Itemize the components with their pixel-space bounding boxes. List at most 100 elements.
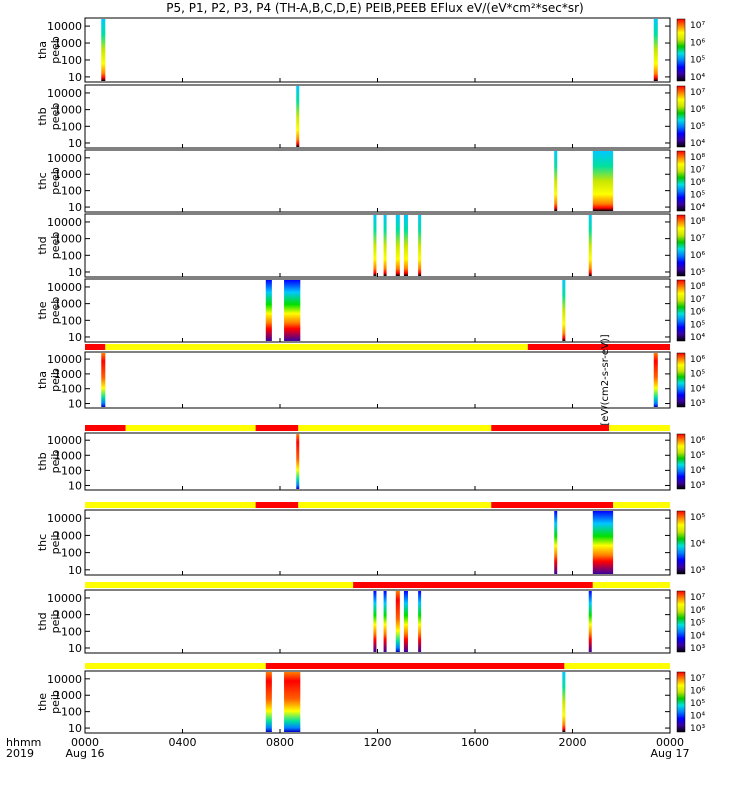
y-tick-label: 1000 xyxy=(54,609,82,622)
y-tick-label: 10 xyxy=(68,137,82,150)
y-tick-label: 10000 xyxy=(47,152,82,165)
y-tick-label: 1000 xyxy=(54,104,82,117)
colorbar-unit-label: [eV/(cm2-s-sr-eV)] xyxy=(600,334,611,426)
panel-product-label: peib xyxy=(49,531,62,555)
colorbar-tick-label: 10⁶ xyxy=(690,436,705,446)
colorbar-tick-label: 10³ xyxy=(690,399,705,409)
colorbar-tick-label: 10⁶ xyxy=(690,105,705,115)
colorbar-tick-label: 10⁶ xyxy=(690,687,705,697)
colorbar-tick-label: 10⁶ xyxy=(690,308,705,318)
mode-flag-segment xyxy=(85,502,256,508)
panel-frame xyxy=(84,17,671,83)
spectrogram-burst xyxy=(403,591,408,652)
spectrogram-burst xyxy=(592,151,614,211)
panel-probe-label: thd xyxy=(36,612,49,630)
y-tick-label: 1000 xyxy=(54,168,82,181)
colorbar-tick-label: 10³ xyxy=(690,566,705,576)
panel-product-label: peeb xyxy=(49,232,62,260)
y-tick-label: 100 xyxy=(61,185,82,198)
y-tick-label: 1000 xyxy=(54,37,82,50)
mode-flag-segment xyxy=(527,344,670,350)
colorbar-tick-label: 10⁵ xyxy=(690,699,705,709)
spectrogram-burst xyxy=(562,672,566,732)
panel-frame xyxy=(84,149,671,213)
colorbar-tick-label: 10⁷ xyxy=(690,234,705,244)
mode-flag-segment xyxy=(255,502,299,508)
mode-flag-segment xyxy=(298,425,492,431)
panel-frame xyxy=(84,84,671,149)
mode-flag-segment xyxy=(85,663,266,669)
panel-thb-peib: 10 100 1000 10000 thb peib 10³ 10⁴ 10⁵ 10⁶ xyxy=(36,425,705,492)
spectrogram-burst xyxy=(592,511,614,574)
spectrogram-burst xyxy=(554,151,558,211)
panel-probe-label: thc xyxy=(36,534,49,551)
y-tick-label: 1000 xyxy=(54,368,82,381)
spectrogram-burst xyxy=(418,591,422,652)
colorbar-tick-label: 10⁵ xyxy=(690,268,705,278)
mode-flag-segment xyxy=(491,502,614,508)
spectrogram-burst xyxy=(265,672,272,732)
colorbar xyxy=(676,433,686,490)
panel-probe-label: tha xyxy=(36,41,49,59)
y-tick-label: 10 xyxy=(68,266,82,279)
spectrogram-burst xyxy=(403,215,408,276)
spectrogram-burst xyxy=(265,280,272,341)
spectrogram-burst xyxy=(383,591,387,652)
colorbar-tick-label: 10⁴ xyxy=(690,333,705,343)
panel-thc-peeb: 10 100 1000 10000 thc peeb 10⁴ 10⁵ 10⁶ 10⁷ 10⁸ xyxy=(36,149,705,214)
colorbar xyxy=(676,279,686,342)
colorbar-tick-label: 10⁵ xyxy=(690,513,705,523)
x-tick-label: 0000 xyxy=(71,736,99,749)
mode-flag-segment xyxy=(85,425,126,431)
colorbar-tick-label: 10³ xyxy=(690,644,705,654)
x-tick-label: 2000 xyxy=(559,736,587,749)
colorbar-tick-label: 10⁴ xyxy=(690,466,705,476)
spectrogram-burst xyxy=(373,215,377,276)
panel-probe-label: thd xyxy=(36,236,49,254)
spectrogram-burst xyxy=(373,591,377,652)
colorbar-tick-label: 10⁶ xyxy=(690,606,705,616)
colorbar xyxy=(676,18,686,82)
panel-product-label: peeb xyxy=(49,167,62,195)
spectrogram-burst xyxy=(296,434,300,489)
y-tick-label: 10000 xyxy=(47,592,82,605)
spectrogram-burst xyxy=(395,591,400,652)
panel-probe-label: thb xyxy=(36,452,49,470)
panel-probe-label: the xyxy=(36,301,49,319)
panel-tha-peib: 10 100 1000 10000 tha peib 10³ 10⁴ 10⁵ 10⁶ xyxy=(36,344,705,411)
spectrogram-burst xyxy=(101,19,106,81)
panel-probe-label: tha xyxy=(36,371,49,389)
x-tick-label: 1600 xyxy=(461,736,489,749)
colorbar-tick-label: 10⁵ xyxy=(690,619,705,629)
x-date-label: Aug 17 xyxy=(651,747,690,760)
colorbar-tick-label: 10⁶ xyxy=(690,178,705,188)
y-tick-label: 100 xyxy=(61,464,82,477)
panel-probe-label: thb xyxy=(36,107,49,125)
y-tick-label: 10000 xyxy=(47,20,82,33)
panel-product-label: peib xyxy=(49,690,62,714)
spectrogram-burst xyxy=(562,280,566,341)
spectrogram-burst xyxy=(653,353,658,407)
colorbar-tick-label: 10⁶ xyxy=(690,38,705,48)
panel-product-label: peeb xyxy=(49,36,62,64)
colorbar-tick-label: 10⁶ xyxy=(690,355,705,365)
time-format-label: hhmm xyxy=(6,736,41,749)
panel-product-label: peib xyxy=(49,610,62,634)
mode-flag-segment xyxy=(613,502,670,508)
colorbar-tick-label: 10⁷ xyxy=(690,674,705,684)
spectrogram-burst xyxy=(653,19,658,81)
mode-flag-segment xyxy=(255,425,299,431)
mode-flag-segment xyxy=(105,344,528,350)
y-tick-label: 10 xyxy=(68,71,82,84)
spectrogram-burst xyxy=(395,215,400,276)
y-tick-label: 10000 xyxy=(47,512,82,525)
colorbar-tick-label: 10⁵ xyxy=(690,451,705,461)
colorbar-tick-label: 10⁸ xyxy=(690,153,705,163)
colorbar-tick-label: 10³ xyxy=(690,724,705,734)
figure-title: P5, P1, P2, P3, P4 (TH-A,B,C,D,E) PEIB,P… xyxy=(166,1,584,15)
colorbar-tick-label: 10³ xyxy=(690,481,705,491)
y-tick-label: 10 xyxy=(68,564,82,577)
mode-flag-segment xyxy=(85,344,106,350)
panel-frame xyxy=(84,278,671,343)
panel-thd-peeb: 10 100 1000 10000 thd peeb 10⁵ 10⁶ 10⁷ 10⁸ xyxy=(36,213,705,279)
